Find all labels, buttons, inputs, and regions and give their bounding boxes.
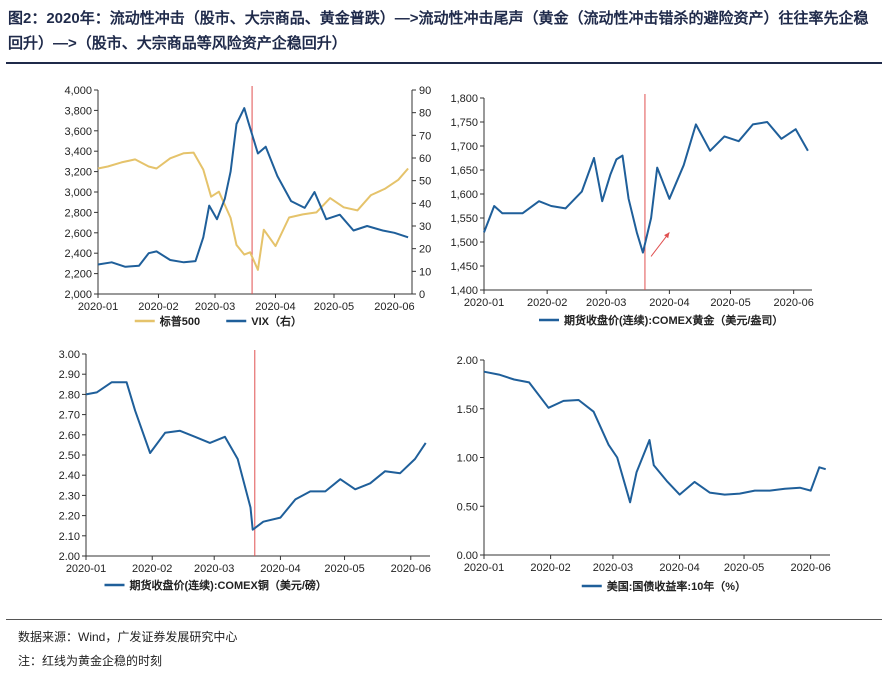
y-tick-label: 2.90 — [59, 369, 80, 381]
chart-comex-copper: 2.00 2.10 2.20 2.30 2.40 2.50 2.60 2.70 2.80 2.90… — [59, 349, 431, 592]
y-tick-label: 2.40 — [59, 470, 80, 482]
y-tick-label: 0.00 — [457, 550, 478, 562]
y-right-tick-label: 90 — [419, 85, 431, 97]
y-tick-label: 2.50 — [59, 450, 80, 462]
y-tick-label: 1,650 — [450, 165, 478, 177]
y-tick-label: 2,400 — [64, 248, 92, 260]
legend-label: 期货收盘价(连续):COMEX铜（美元/磅） — [130, 578, 327, 592]
y-right-tick-label: 80 — [419, 108, 431, 120]
y-right-tick-label: 50 — [419, 176, 431, 188]
x-tick-label: 2020-02 — [527, 297, 567, 309]
legend-label: 美国:国债收益率:10年（%） — [607, 579, 746, 593]
y-tick-label: 4,000 — [64, 85, 92, 97]
series-line-0 — [97, 151, 409, 271]
x-tick-label: 2020-01 — [66, 563, 106, 575]
y-tick-label: 2.00 — [59, 551, 80, 563]
y-tick-label: 1.50 — [457, 404, 478, 416]
y-tick-label: 2,000 — [64, 289, 92, 301]
y-right-tick-label: 60 — [419, 153, 431, 165]
x-tick-label: 2020-01 — [464, 297, 504, 309]
x-tick-label: 2020-03 — [586, 297, 626, 309]
legend-label: VIX（右） — [251, 314, 302, 328]
y-tick-label: 3.00 — [59, 349, 80, 361]
x-tick-label: 2020-04 — [255, 301, 295, 313]
y-right-tick-label: 30 — [419, 221, 431, 233]
x-tick-label: 2020-03 — [195, 301, 235, 313]
x-tick-label: 2020-04 — [659, 562, 699, 574]
y-tick-label: 1,500 — [450, 237, 478, 249]
x-tick-label: 2020-02 — [530, 562, 570, 574]
y-tick-label: 2.70 — [59, 410, 80, 422]
y-tick-label: 1,400 — [450, 285, 478, 297]
y-tick-label: 2.30 — [59, 490, 80, 502]
y-right-tick-label: 10 — [419, 266, 431, 278]
y-tick-label: 3,800 — [64, 105, 92, 117]
y-tick-label: 2,200 — [64, 269, 92, 281]
x-tick-label: 2020-03 — [593, 562, 633, 574]
x-tick-label: 2020-06 — [790, 562, 830, 574]
y-tick-label: 1,550 — [450, 213, 478, 225]
x-tick-label: 2020-05 — [710, 297, 750, 309]
x-tick-label: 2020-05 — [324, 563, 364, 575]
x-tick-label: 2020-04 — [260, 563, 300, 575]
y-tick-label: 2.60 — [59, 430, 80, 442]
y-tick-label: 1,750 — [450, 117, 478, 129]
x-tick-label: 2020-01 — [464, 562, 504, 574]
legend-label: 期货收盘价(连续):COMEX黄金（美元/盎司） — [564, 313, 783, 327]
y-tick-label: 1,600 — [450, 189, 478, 201]
series-line-0 — [483, 121, 809, 254]
y-tick-label: 2,800 — [64, 207, 92, 219]
legend-label: 标普500 — [159, 314, 200, 328]
x-tick-label: 2020-02 — [138, 301, 178, 313]
x-tick-label: 2020-03 — [194, 563, 234, 575]
y-tick-label: 3,200 — [64, 167, 92, 179]
series-line-0 — [85, 381, 427, 531]
footnote: 注：红线为黄金企稳的时刻 — [18, 654, 163, 668]
y-tick-label: 1,450 — [450, 261, 478, 273]
x-tick-label: 2020-06 — [391, 563, 431, 575]
x-tick-label: 2020-01 — [78, 301, 118, 313]
footer-rule — [6, 619, 882, 620]
x-tick-label: 2020-06 — [374, 301, 414, 313]
y-tick-label: 3,400 — [64, 146, 92, 158]
y-tick-label: 1,800 — [450, 93, 478, 105]
recovery-arrowhead — [664, 232, 670, 239]
series-line-0 — [483, 370, 826, 504]
chart-us-10y-yield: 0.00 0.50 1.00 1.50 2.00 2020-01 2020-02 2020-0… — [457, 355, 831, 593]
y-tick-label: 2.00 — [457, 355, 478, 367]
y-tick-label: 3,600 — [64, 126, 92, 138]
title-rule — [6, 62, 882, 64]
y-right-tick-label: 40 — [419, 198, 431, 210]
y-right-tick-label: 70 — [419, 130, 431, 142]
chart-comex-gold: 1,400 1,450 1,500 1,550 1,600 1,650 1,700 1,750… — [450, 93, 813, 327]
y-tick-label: 2,600 — [64, 228, 92, 240]
data-source: 数据来源：Wind，广发证券发展研究中心 — [18, 630, 238, 644]
figure-title: 图2：2020年：流动性冲击（股市、大宗商品、黄金普跌）—>流动性冲击尾声（黄金… — [8, 10, 869, 52]
y-tick-label: 2.80 — [59, 389, 80, 401]
x-tick-label: 2020-05 — [724, 562, 764, 574]
y-tick-label: 1,700 — [450, 141, 478, 153]
x-tick-label: 2020-06 — [773, 297, 813, 309]
series-line-1 — [97, 107, 409, 268]
y-right-tick-label: 20 — [419, 244, 431, 256]
y-tick-label: 3,000 — [64, 187, 92, 199]
y-tick-label: 0.50 — [457, 501, 478, 513]
chart-sp500-vix: 2,000 2,200 2,400 2,600 2,800 3,000 3,200 3,400… — [64, 85, 431, 328]
y-tick-label: 1.00 — [457, 453, 478, 465]
y-tick-label: 2.10 — [59, 531, 80, 543]
x-tick-label: 2020-05 — [314, 301, 354, 313]
y-tick-label: 2.20 — [59, 511, 80, 523]
x-tick-label: 2020-04 — [649, 297, 689, 309]
x-tick-label: 2020-02 — [132, 563, 172, 575]
y-right-tick-label: 0 — [419, 289, 425, 301]
